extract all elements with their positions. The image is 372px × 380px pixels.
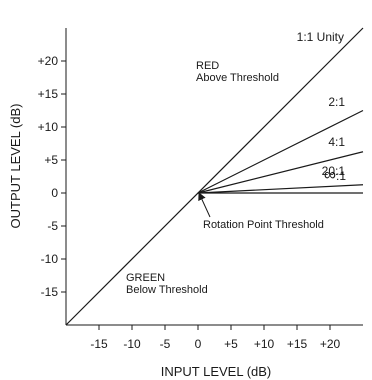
infinity-symbol: ∞	[324, 165, 336, 184]
series-label-2-1: 2:1	[328, 95, 345, 109]
x-tick-label: +20	[320, 337, 341, 351]
red-annotation-title: RED	[196, 60, 219, 72]
rotation-annotation: Rotation Point Threshold	[203, 219, 324, 231]
ratio-line-1-1-unity	[65, 27, 364, 326]
series-label-4-1: 4:1	[328, 135, 345, 149]
y-axis-ticks: -15 -10 -5 0 +5 +10 +15 +20	[38, 54, 66, 299]
x-tick-label: +10	[254, 337, 275, 351]
series-label-20-1: 20:1	[322, 164, 346, 178]
green-annotation-subtitle: Below Threshold	[126, 284, 208, 296]
y-tick-label: 0	[51, 186, 58, 200]
x-tick-label: -15	[90, 337, 108, 351]
series-label-infinity: ∞:1	[324, 165, 346, 184]
ratio-line-2-1	[197, 109, 364, 194]
y-tick-label: +5	[44, 153, 58, 167]
green-annotation-title: GREEN	[126, 272, 165, 284]
y-tick-label: +10	[38, 120, 59, 134]
x-tick-label: +5	[224, 337, 238, 351]
red-annotation-subtitle: Above Threshold	[196, 72, 279, 84]
y-tick-label: -10	[41, 252, 59, 266]
ratio-line-20-1	[197, 184, 364, 194]
x-tick-label: +15	[287, 337, 308, 351]
x-axis-ticks: -15 -10 -5 0 +5 +10 +15 +20	[90, 325, 341, 351]
y-tick-label: +20	[38, 54, 59, 68]
y-axis-label: OUTPUT LEVEL (dB)	[8, 104, 23, 229]
y-tick-label: -15	[41, 285, 59, 299]
y-tick-label: +15	[38, 87, 59, 101]
ratio-lines	[65, 27, 364, 326]
infinity-ratio: :1	[336, 169, 346, 183]
x-axis-label: INPUT LEVEL (dB)	[161, 364, 272, 379]
rotation-point-arrow	[198, 192, 211, 218]
series-label-unity: 1:1 Unity	[297, 30, 344, 44]
ratio-line-4-1	[197, 151, 364, 194]
x-tick-label: -5	[160, 337, 171, 351]
y-tick-label: -5	[47, 219, 58, 233]
x-tick-label: -10	[123, 337, 141, 351]
x-tick-label: 0	[195, 337, 202, 351]
